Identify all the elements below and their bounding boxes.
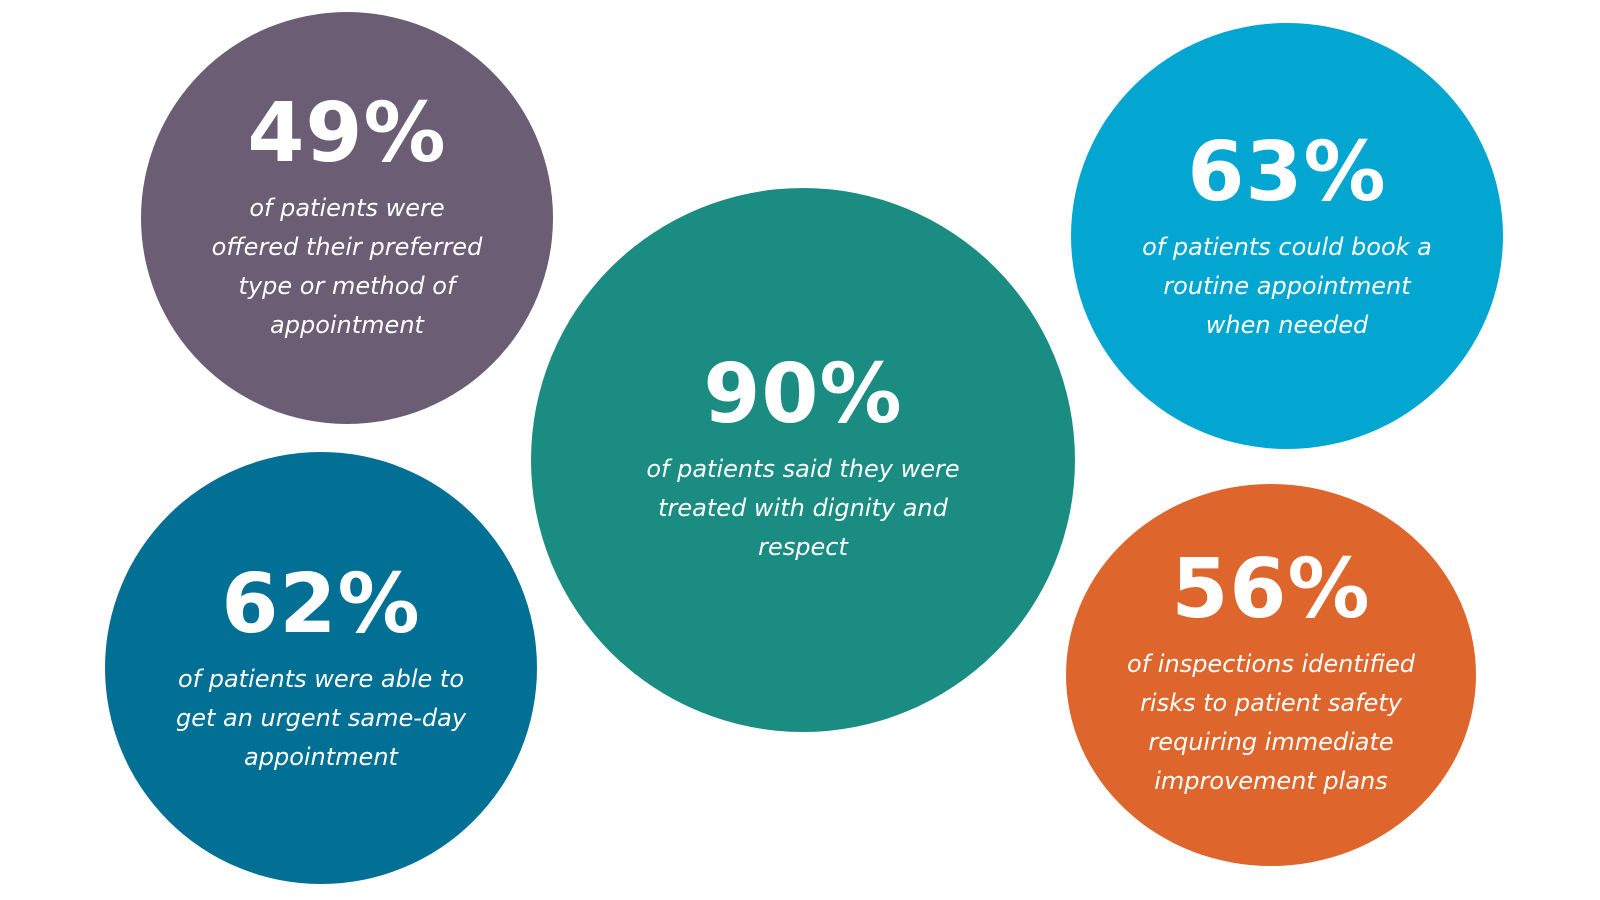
stat-value: 90% [703,346,903,442]
stat-description: of inspections identified risks to patie… [1127,650,1415,795]
stat-description: of patients said they were treated with … [646,454,960,561]
stat-bubble-preferred-appointment: 49% of patients were offered their prefe… [141,12,553,424]
stat-description: of patients were able to get an urgent s… [175,664,467,771]
stat-description: of patients could book a routine appoint… [1142,232,1432,339]
stat-value: 63% [1187,124,1387,220]
stat-value: 49% [247,86,447,181]
stat-description: of patients were offered their preferred… [211,194,483,339]
stat-value: 56% [1171,542,1371,637]
stat-value: 62% [221,556,421,652]
stat-bubble-routine-appointment: 63% of patients could book a routine app… [1071,23,1503,449]
stat-bubble-patient-safety-risks: 56% of inspections identified risks to p… [1066,484,1476,866]
stat-bubble-urgent-appointment: 62% of patients were able to get an urge… [105,452,537,884]
stat-bubble-dignity-respect: 90% of patients said they were treated w… [531,188,1075,732]
